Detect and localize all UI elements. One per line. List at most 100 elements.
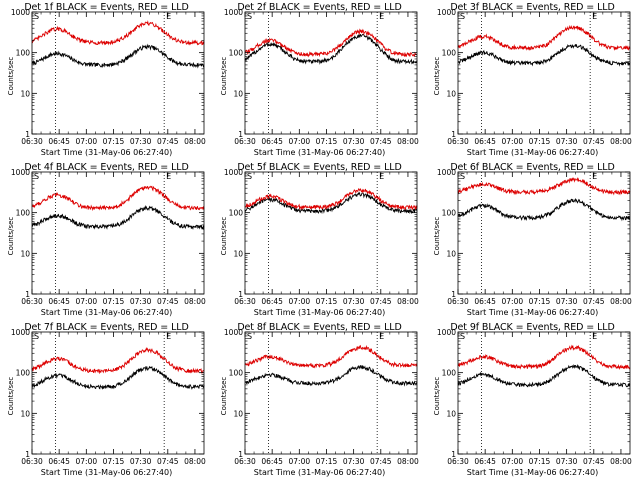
x-tick-label: 07:30 bbox=[130, 137, 152, 146]
x-tick-label: 07:30 bbox=[130, 297, 152, 306]
x-tick-label: 06:30 bbox=[234, 297, 256, 306]
x-tick-label: 07:15 bbox=[103, 297, 125, 306]
start-marker: S bbox=[460, 172, 465, 181]
x-tick-label: 07:15 bbox=[103, 457, 125, 466]
x-tick-label: 07:45 bbox=[157, 457, 179, 466]
x-tick-label: 07:00 bbox=[76, 457, 98, 466]
end-marker: E bbox=[592, 332, 597, 341]
y-tick-label: 1000 bbox=[224, 328, 243, 337]
x-tick-label: 07:45 bbox=[583, 457, 605, 466]
end-marker: E bbox=[379, 332, 384, 341]
panel-title: Det 3f BLACK = Events, RED = LLD bbox=[450, 2, 615, 13]
y-tick-label: 1000 bbox=[437, 8, 456, 17]
events-series-line bbox=[245, 364, 418, 387]
y-tick-label: 100 bbox=[229, 369, 244, 378]
end-marker: E bbox=[379, 172, 384, 181]
y-tick-label: 10 bbox=[20, 89, 30, 98]
y-axis-title: Counts/sec bbox=[220, 216, 228, 256]
y-tick-label: 100 bbox=[16, 209, 31, 218]
detector-panel: S E 1 10 100 1000 06:30 06:45 07:00 07:15 07:30 07:… bbox=[426, 320, 639, 480]
plot-frame bbox=[31, 331, 205, 455]
x-axis-title: Start Time (31-May-06 06:27:40) bbox=[466, 468, 599, 477]
x-tick-label: 08:00 bbox=[397, 137, 419, 146]
x-tick-label: 07:45 bbox=[370, 297, 392, 306]
start-marker: S bbox=[247, 12, 252, 21]
panel-title: Det 6f BLACK = Events, RED = LLD bbox=[450, 162, 615, 173]
x-tick-label: 07:30 bbox=[343, 457, 365, 466]
x-tick-label: 06:45 bbox=[474, 297, 496, 306]
x-tick-label: 06:45 bbox=[474, 457, 496, 466]
y-tick-label: 1000 bbox=[11, 328, 30, 337]
x-tick-label: 06:30 bbox=[447, 457, 469, 466]
x-tick-label: 06:45 bbox=[474, 137, 496, 146]
y-tick-label: 1 bbox=[238, 130, 243, 139]
y-axis-title: Counts/sec bbox=[220, 56, 228, 96]
x-tick-label: 07:15 bbox=[529, 297, 551, 306]
y-axis-title: Counts/sec bbox=[7, 56, 15, 96]
plot-area: S E 1 10 100 1000 06:30 06:45 07:00 07:15 07:30 07:… bbox=[437, 328, 632, 466]
x-tick-label: 07:45 bbox=[370, 137, 392, 146]
start-marker: S bbox=[34, 172, 39, 181]
events-series-line bbox=[457, 43, 631, 67]
x-tick-label: 07:30 bbox=[130, 457, 152, 466]
y-tick-label: 10 bbox=[446, 409, 456, 418]
end-marker: E bbox=[592, 172, 597, 181]
x-axis-title: Start Time (31-May-06 06:27:40) bbox=[253, 308, 386, 317]
detector-panel: S E 1 10 100 1000 06:30 06:45 07:00 07:15 07:30 07:… bbox=[213, 0, 426, 160]
plot-frame bbox=[244, 171, 418, 295]
plot-frame bbox=[244, 11, 418, 135]
x-tick-label: 06:30 bbox=[447, 137, 469, 146]
x-tick-label: 07:00 bbox=[502, 137, 524, 146]
x-tick-label: 07:30 bbox=[343, 137, 365, 146]
x-tick-label: 07:30 bbox=[556, 457, 578, 466]
plot-area: S E 1 10 100 1000 06:30 06:45 07:00 07:15 07:30 07:… bbox=[437, 168, 632, 306]
y-tick-label: 1000 bbox=[11, 168, 30, 177]
y-tick-label: 1000 bbox=[11, 8, 30, 17]
plot-area: S E 1 10 100 1000 06:30 06:45 07:00 07:15 07:30 07:… bbox=[11, 8, 206, 146]
y-axis-title: Counts/sec bbox=[433, 376, 441, 416]
y-tick-label: 100 bbox=[442, 49, 457, 58]
detector-panel: S E 1 10 100 1000 06:30 06:45 07:00 07:15 07:30 07:… bbox=[0, 160, 213, 320]
plot-frame bbox=[457, 11, 631, 135]
x-tick-label: 06:30 bbox=[234, 457, 256, 466]
x-tick-label: 07:00 bbox=[76, 137, 98, 146]
end-marker: E bbox=[166, 12, 171, 21]
x-tick-label: 07:45 bbox=[583, 297, 605, 306]
y-tick-label: 10 bbox=[233, 249, 243, 258]
panel-title: Det 2f BLACK = Events, RED = LLD bbox=[237, 2, 402, 13]
x-tick-label: 07:30 bbox=[556, 297, 578, 306]
y-tick-label: 1 bbox=[451, 290, 456, 299]
plot-area: S E 1 10 100 1000 06:30 06:45 07:00 07:15 07:30 07:… bbox=[11, 328, 206, 466]
end-marker: E bbox=[379, 12, 384, 21]
panel-title: Det 4f BLACK = Events, RED = LLD bbox=[24, 162, 189, 173]
y-tick-label: 1 bbox=[238, 450, 243, 459]
x-tick-label: 08:00 bbox=[397, 297, 419, 306]
y-tick-label: 1 bbox=[25, 130, 30, 139]
lld-series-line bbox=[457, 344, 631, 371]
y-tick-label: 1 bbox=[25, 290, 30, 299]
x-tick-label: 07:30 bbox=[556, 137, 578, 146]
y-tick-label: 1000 bbox=[437, 168, 456, 177]
panel-title: Det 7f BLACK = Events, RED = LLD bbox=[24, 322, 189, 333]
x-tick-label: 07:15 bbox=[316, 457, 338, 466]
x-tick-label: 07:45 bbox=[583, 137, 605, 146]
plot-frame bbox=[31, 171, 205, 295]
x-tick-label: 08:00 bbox=[184, 457, 206, 466]
lld-series-line bbox=[244, 344, 418, 369]
x-tick-label: 07:00 bbox=[289, 137, 311, 146]
plot-area: S E 1 10 100 1000 06:30 06:45 07:00 07:15 07:30 07:… bbox=[437, 8, 632, 146]
events-series-line bbox=[457, 198, 631, 222]
x-tick-label: 06:30 bbox=[21, 137, 43, 146]
x-tick-label: 08:00 bbox=[610, 297, 632, 306]
plot-area: S E 1 10 100 1000 06:30 06:45 07:00 07:15 07:30 07:… bbox=[224, 168, 419, 306]
panel-title: Det 8f BLACK = Events, RED = LLD bbox=[237, 322, 402, 333]
start-marker: S bbox=[460, 12, 465, 21]
lld-series-line bbox=[244, 187, 418, 211]
plot-frame bbox=[31, 11, 205, 135]
plot-area: S E 1 10 100 1000 06:30 06:45 07:00 07:15 07:30 07:… bbox=[11, 168, 206, 306]
detector-panel: S E 1 10 100 1000 06:30 06:45 07:00 07:15 07:30 07:… bbox=[213, 320, 426, 480]
x-tick-label: 07:15 bbox=[316, 137, 338, 146]
y-tick-label: 100 bbox=[16, 49, 31, 58]
x-tick-label: 06:45 bbox=[261, 137, 283, 146]
